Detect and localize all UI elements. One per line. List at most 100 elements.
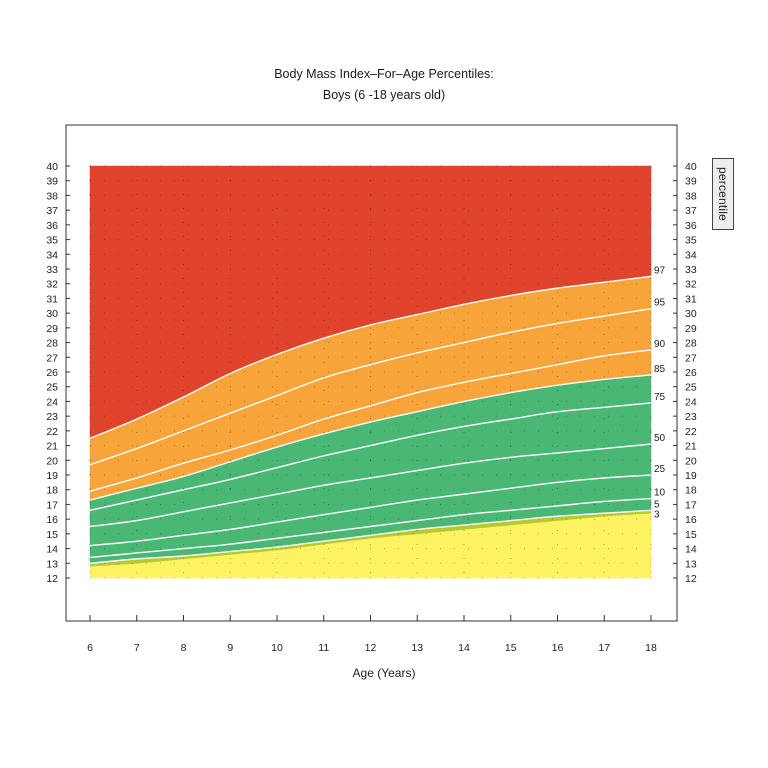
percentile-line-5 [89,509,652,564]
percentile-line-97 [89,275,652,439]
y-tick-label-right: 19 [685,470,697,482]
y-tick-label-right: 38 [685,190,697,202]
y-tick-label-right: 34 [685,249,697,261]
percentile-line-10 [89,497,652,559]
x-tick-label: 8 [181,642,187,654]
y-tick-label-right: 29 [685,323,697,335]
y-tick-label-left: 40 [46,161,58,173]
y-tick-label-left: 36 [46,220,58,232]
x-axis: 6 7 8 9 10 11 12 13 14 15 16 17 18 [87,615,657,654]
y-tick-label-left: 30 [46,308,58,320]
percentile-label-90: 90 [654,339,666,350]
percentile-label-95: 95 [654,298,666,309]
y-tick-label-right: 24 [685,396,697,408]
x-tick-label: 9 [227,642,233,654]
y-tick-label-right: 15 [685,529,697,541]
percentile-label-50: 50 [654,433,666,444]
y-tick-label-right: 31 [685,293,697,305]
y-tick-label-right: 25 [685,382,697,394]
y-tick-label-left: 19 [46,470,58,482]
x-tick-label: 14 [458,642,470,654]
y-tick-label-right: 13 [685,558,697,570]
percentile-label-25: 25 [654,464,666,475]
y-tick-label-right: 17 [685,499,697,511]
y-tick-label-left: 26 [46,367,58,379]
percentile-line-75 [89,402,652,511]
x-tick-label: 11 [318,642,329,654]
y-tick-label-left: 28 [46,338,58,350]
percentile-lines [89,275,652,564]
y-tick-label-left: 18 [46,485,58,497]
y-tick-label-right: 20 [685,455,697,467]
y-tick-label-left: 20 [46,455,58,467]
percentile-label-85: 85 [654,364,666,375]
percentile-line-95 [89,308,652,466]
chart-title-line2: Boys (6 -18 years old) [322,88,446,102]
y-tick-label-left: 24 [46,396,58,408]
y-tick-label-right: 26 [685,367,697,379]
percentile-line-25 [89,474,652,547]
y-tick-label-right: 21 [685,441,697,453]
y-tick-label-right: 36 [685,220,697,232]
y-tick-label-left: 16 [46,514,58,526]
y-tick-label-left: 33 [46,264,58,276]
chart-title-line1: Body Mass Index–For–Age Percentiles: [274,67,494,81]
y-tick-label-left: 12 [46,573,58,585]
y-tick-label-right: 33 [685,264,697,276]
y-tick-label-right: 39 [685,176,697,188]
x-tick-label: 16 [552,642,564,654]
x-tick-label: 6 [87,642,93,654]
x-tick-label: 17 [598,642,610,654]
y-tick-label-right: 27 [685,352,697,364]
y-tick-label-left: 14 [46,544,58,556]
y-tick-label-right: 35 [685,235,697,247]
y-tick-label-left: 31 [46,293,58,305]
x-tick-label: 7 [134,642,140,654]
percentile-label-5: 5 [654,499,660,510]
y-tick-label-left: 37 [46,205,58,217]
y-tick-label-left: 27 [46,352,58,364]
x-tick-label: 12 [365,642,377,654]
percentile-label-97: 97 [654,265,666,276]
y-axis-right: 12 13 14 15 16 17 18 19 20 21 22 23 24 25 26 27 28 29 30 31… [673,161,697,585]
y-tick-label-right: 40 [685,161,697,173]
y-axis-left: 12 13 14 15 16 17 18 19 20 21 22 23 24 25 26 27 28 29 30 31… [46,161,70,585]
y-tick-label-left: 34 [46,249,58,261]
y-tick-label-right: 18 [685,485,697,497]
y-tick-label-right: 12 [685,573,697,585]
y-tick-label-left: 38 [46,190,58,202]
y-tick-label-left: 25 [46,382,58,394]
y-tick-label-left: 21 [46,441,58,453]
percentile-line-85 [89,374,652,501]
x-tick-label: 15 [505,642,517,654]
y-tick-label-left: 35 [46,235,58,247]
y-tick-label-right: 16 [685,514,697,526]
percentile-line-90 [89,349,652,492]
percentile-bands [89,165,652,579]
legend-box: percentile [712,158,734,230]
y-tick-label-right: 37 [685,205,697,217]
y-tick-label-right: 23 [685,411,697,423]
percentile-label-75: 75 [654,392,666,403]
y-tick-label-left: 32 [46,279,58,291]
x-tick-label: 18 [645,642,657,654]
y-tick-label-left: 15 [46,529,58,541]
y-tick-label-left: 29 [46,323,58,335]
y-tick-label-right: 22 [685,426,697,438]
x-tick-label: 10 [271,642,283,654]
y-tick-label-left: 23 [46,411,58,423]
y-tick-label-right: 14 [685,544,697,556]
legend-label: percentile [716,166,730,222]
y-tick-label-left: 22 [46,426,58,438]
percentile-label-3: 3 [654,509,660,520]
percentile-line-50 [89,443,652,528]
y-tick-label-left: 17 [46,499,58,511]
x-tick-label: 13 [411,642,423,654]
y-tick-label-right: 32 [685,279,697,291]
x-axis-label: Age (Years) [352,666,416,680]
y-tick-label-left: 13 [46,558,58,570]
y-tick-label-right: 28 [685,338,697,350]
percentile-label-10: 10 [654,488,666,499]
